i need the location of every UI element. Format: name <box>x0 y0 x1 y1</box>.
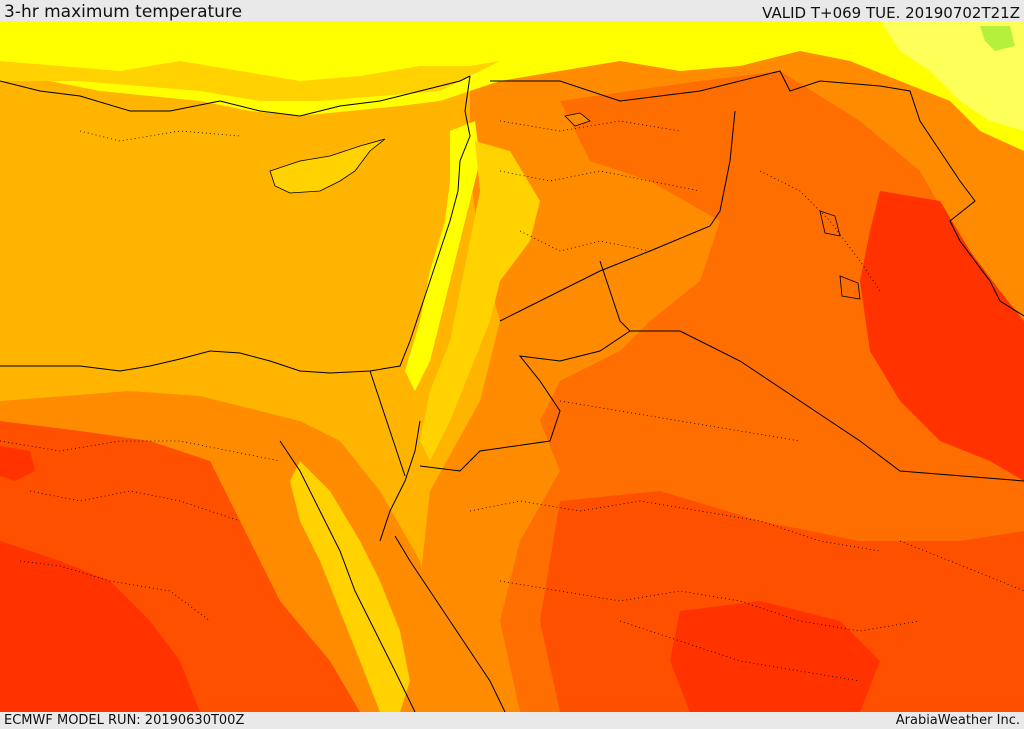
lake-razazza <box>839 275 861 300</box>
temp-zone-amber-redsea <box>290 461 410 712</box>
coastline-red-sea-west <box>279 440 416 712</box>
cyprus-island <box>269 138 386 194</box>
map-title: 3-hr maximum temperature <box>4 2 243 22</box>
temp-zone-red-arabia <box>670 601 880 712</box>
lake-tharthar <box>819 210 841 237</box>
temp-zone-red-spot-north-egypt <box>0 446 35 481</box>
temp-zone-yellow-levant <box>405 121 480 391</box>
map-canvas <box>0 21 1024 712</box>
model-run-label: ECMWF MODEL RUN: 20190630T00Z <box>4 713 245 728</box>
province-borders <box>0 120 1024 682</box>
temp-zone-yellow-turkey <box>0 21 1024 151</box>
coastline-gulf-aqaba <box>379 420 421 542</box>
temperature-map[interactable] <box>0 21 1024 712</box>
header-bar: 3-hr maximum temperature VALID T+069 TUE… <box>0 0 1024 22</box>
mediterranean-sea <box>0 81 470 371</box>
temp-zone-amber-turkey <box>0 61 500 101</box>
credit-label: ArabiaWeather Inc. <box>895 713 1020 728</box>
footer-bar: ECMWF MODEL RUN: 20190630T00Z ArabiaWeat… <box>0 712 1024 729</box>
coastline-turkey <box>0 75 471 117</box>
coastline-red-sea-east <box>394 535 506 712</box>
temp-zone-amber-levant <box>420 141 540 461</box>
lake-assad <box>564 112 591 127</box>
valid-time-label: VALID T+069 TUE. 20190702T21Z <box>762 4 1020 22</box>
temp-zone-red-egypt <box>0 541 200 712</box>
temp-zone-light-yellow-ne <box>880 21 1024 131</box>
temp-zone-red-iraq <box>860 191 1024 481</box>
temp-zone-green-ne <box>980 26 1015 51</box>
temp-zone-red-orange-arabia <box>540 491 1024 712</box>
